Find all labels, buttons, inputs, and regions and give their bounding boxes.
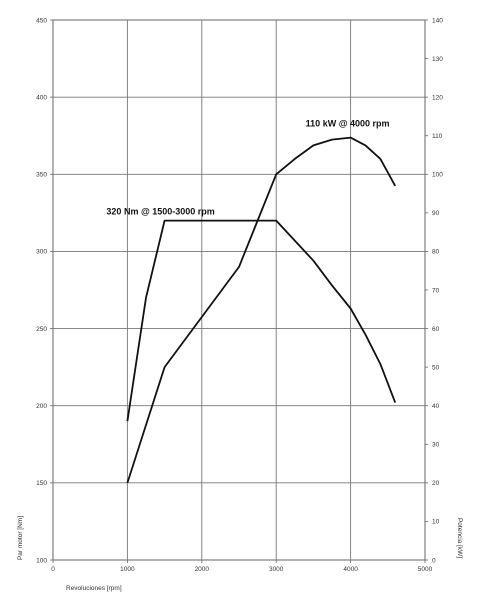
x-tick-label: 0 — [51, 566, 55, 573]
y-right-tick-label: 0 — [432, 557, 436, 564]
x-tick-label: 4000 — [343, 566, 358, 573]
y-right-tick-label: 40 — [432, 403, 440, 410]
y-right-tick-label: 80 — [432, 249, 440, 256]
x-ticks: 0 1000 2000 3000 4000 5000 — [51, 560, 433, 573]
y-right-tick-label: 10 — [432, 519, 440, 526]
y-right-axis-title: Potencia [kW] — [456, 518, 463, 558]
y-left-tick-label: 250 — [36, 326, 47, 333]
y-right-tick-label: 70 — [432, 287, 440, 294]
y-left-axis-title: Par motor [Nm] — [17, 516, 24, 560]
y-right-tick-label: 130 — [432, 56, 443, 63]
y-left-tick-label: 350 — [36, 172, 47, 179]
grid — [52, 19, 426, 561]
y-right-tick-label: 90 — [432, 210, 440, 217]
y-left-tick-label: 150 — [36, 480, 47, 487]
y-right-tick-label: 30 — [432, 442, 440, 449]
series-lines — [126, 136, 397, 484]
y-left-tick-label: 200 — [36, 403, 47, 410]
y-right-tick-label: 110 — [432, 133, 443, 140]
torque-line — [126, 219, 397, 422]
annotation-label: 110 kW @ 4000 rpm — [306, 119, 390, 129]
y-right-tick-label: 100 — [432, 172, 443, 179]
annotations: 320 Nm @ 1500-3000 rpm 110 kW @ 4000 rpm — [106, 119, 389, 217]
x-tick-label: 3000 — [269, 566, 284, 573]
x-tick-label: 1000 — [120, 566, 135, 573]
y-right-tick-label: 50 — [432, 364, 440, 371]
power-line — [126, 136, 396, 484]
y-left-tick-label: 300 — [36, 249, 47, 256]
y-left-tick-label: 100 — [36, 557, 47, 564]
plot-frame — [52, 19, 426, 561]
y-left-tick-label: 450 — [36, 17, 47, 24]
x-axis-title: Revoluciones [rpm] — [66, 585, 122, 592]
y-right-ticks: 0 10 20 30 40 50 60 70 80 90 100 110 120 130 140 — [425, 17, 443, 564]
y-right-tick-label: 140 — [432, 17, 443, 24]
y-left-tick-label: 400 — [36, 94, 47, 101]
y-right-tick-label: 20 — [432, 480, 440, 487]
y-left-ticks: 100 150 200 250 300 350 400 450 — [36, 17, 53, 564]
x-tick-label: 5000 — [418, 566, 433, 573]
y-right-tick-label: 60 — [432, 326, 440, 333]
x-tick-label: 2000 — [195, 566, 210, 573]
annotation-label: 320 Nm @ 1500-3000 rpm — [106, 207, 214, 217]
y-right-tick-label: 120 — [432, 94, 443, 101]
